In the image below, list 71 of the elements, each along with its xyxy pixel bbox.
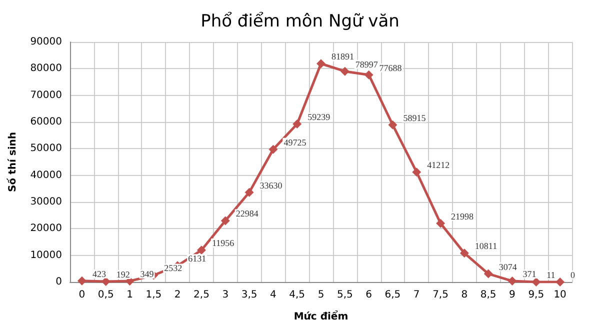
x-tick-label: 6 <box>366 290 372 300</box>
data-label: 21998 <box>451 211 474 222</box>
point <box>484 269 493 278</box>
y-tick-label: 50000 <box>30 143 62 154</box>
point <box>220 216 230 226</box>
x-tick-label: 3,5 <box>241 290 258 300</box>
point <box>388 120 398 130</box>
x-tick-label: 1,5 <box>146 290 162 300</box>
x-tick-label: 7 <box>413 290 420 300</box>
x-tick-label: 1 <box>126 290 133 300</box>
data-label: 41212 <box>427 160 450 170</box>
point <box>268 144 278 154</box>
x-tick-label: 7,5 <box>432 290 448 300</box>
data-label: 0 <box>570 270 576 280</box>
x-tick-label: 2,5 <box>194 290 210 300</box>
point <box>292 120 302 129</box>
data-label: 192 <box>116 269 130 280</box>
point <box>340 66 350 76</box>
data-label: 371 <box>522 269 536 280</box>
point <box>316 59 326 68</box>
y-tick-label: 0 <box>56 276 62 288</box>
x-tick-label: 5,5 <box>336 290 353 300</box>
point <box>196 246 206 255</box>
data-label: 423 <box>92 268 106 279</box>
y-tick-label: 20000 <box>30 223 62 234</box>
x-tick-label: 0,5 <box>98 290 114 300</box>
data-label: 11956 <box>212 238 235 248</box>
x-tick-label: 10 <box>554 290 566 300</box>
y-tick-label: 40000 <box>30 170 62 181</box>
point <box>508 276 517 286</box>
x-tick-label: 8,5 <box>480 290 496 300</box>
data-label: 3074 <box>498 262 518 272</box>
data-label: 22984 <box>236 208 259 219</box>
data-label: 10811 <box>474 241 498 252</box>
y-axis-title: Số thí sinh <box>6 132 18 192</box>
data-label: 59239 <box>308 112 331 122</box>
point <box>460 248 469 258</box>
data-label: 349 <box>140 269 154 280</box>
chart-title: Phổ điểm môn Ngữ văn <box>200 12 400 32</box>
y-tick-label: 90000 <box>30 36 62 48</box>
x-axis-title: Mức điểm <box>294 310 348 322</box>
data-label: 78997 <box>355 59 378 70</box>
x-tick-label: 9 <box>509 290 516 300</box>
y-tick-label: 30000 <box>30 196 62 208</box>
data-label: 58915 <box>403 112 426 123</box>
point <box>436 218 446 228</box>
data-label: 81891 <box>332 52 354 62</box>
y-tick-label: 70000 <box>30 90 62 101</box>
data-label: 77688 <box>379 62 402 73</box>
data-label: 11 <box>546 270 556 280</box>
x-tick-label: 2 <box>174 290 181 300</box>
x-tick-label: 0 <box>78 290 86 300</box>
x-tick-label: 6,5 <box>384 290 401 300</box>
x-tick-label: 9,5 <box>528 290 544 300</box>
data-label: 49725 <box>284 137 307 148</box>
point <box>364 70 374 80</box>
x-tick-label: 4 <box>270 290 276 300</box>
y-tick-label: 10000 <box>30 250 62 261</box>
y-tick-label: 80000 <box>30 63 62 74</box>
point <box>244 188 254 197</box>
x-tick-label: 8 <box>461 290 468 300</box>
x-tick-label: 4,5 <box>289 290 306 300</box>
point <box>412 168 422 177</box>
data-label: 2532 <box>164 263 182 274</box>
y-tick-label: 60000 <box>30 116 62 128</box>
point <box>77 276 86 286</box>
x-tick-label: 3 <box>222 290 229 300</box>
point <box>556 278 565 286</box>
data-label: 33630 <box>260 180 283 190</box>
x-tick-label: 5 <box>318 290 324 300</box>
data-label: 6131 <box>188 254 206 264</box>
